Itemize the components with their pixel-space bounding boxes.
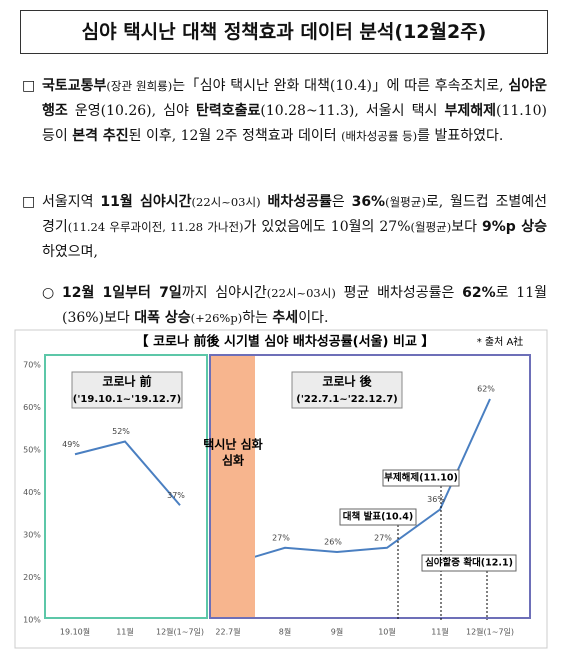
line: [227, 398, 491, 566]
value-label: 26%: [324, 538, 342, 547]
paragraph: □ 서울지역 11월 심야시간(22시~03시) 배차성공률은 36%(월평균)로…: [22, 190, 547, 265]
band: [211, 356, 255, 617]
period: ('22.7.1~'22.12.7): [296, 394, 397, 405]
text: 9%p 상승: [482, 219, 547, 235]
period-box: [71, 371, 183, 409]
text: 된 이후, 12월 2주 정책효과 데이터: [128, 128, 342, 144]
text: 이다.: [298, 310, 329, 326]
y-tick-label: 10%: [23, 616, 41, 625]
text: (22시~03시): [191, 195, 261, 209]
text: 보다: [451, 219, 482, 235]
value-label: 27%: [374, 533, 392, 542]
callout-box: [421, 554, 517, 572]
chart: 【 코로나 前後 시기별 심야 배차성공률(서울) 비교 】 * 출처 A社 코…: [14, 329, 548, 649]
source: * 출처 A社: [477, 335, 524, 348]
period: ('19.10.1~'19.12.7): [73, 394, 181, 405]
bullet: □: [22, 78, 36, 94]
x-tick-label: 9월: [331, 627, 343, 637]
chart-title: 【 코로나 前後 시기별 심야 배차성공률(서울) 비교 】: [136, 334, 435, 350]
text: 국토교통부: [42, 78, 107, 94]
paragraph: ○ 12월 1일부터 7일까지 심야시간(22시~03시) 평균 배차성공률은 6…: [42, 281, 548, 331]
y-tick-label: 40%: [23, 488, 41, 497]
text: 하는: [242, 310, 273, 326]
after-box: [209, 354, 531, 619]
text: 배차성공률: [267, 194, 332, 210]
period-title: 코로나 前: [102, 374, 151, 389]
x-tick-label: 10월: [378, 627, 396, 637]
x-tick-label: 11월: [116, 627, 134, 637]
paragraph: □ 국토교통부(장관 원희룡)는「심야 택시난 완화 대책(10.4)」에 따른 …: [22, 74, 548, 149]
text: 62%: [462, 285, 496, 301]
text: (+26%p): [190, 311, 243, 325]
text: 은: [331, 194, 352, 210]
x-tick-label: 12월(1~7일): [156, 627, 204, 637]
text: 본격 추진: [72, 128, 129, 144]
value-label: 52%: [112, 427, 130, 436]
period-box: [291, 371, 403, 409]
line: [74, 440, 181, 506]
x-tick-label: 19.10월: [60, 627, 90, 637]
text: 추세: [272, 310, 299, 326]
callout: 부제해제(11.10): [384, 472, 458, 484]
text: (10.28~11.3), 서울시 택시: [260, 103, 445, 119]
y-tick-label: 60%: [23, 403, 41, 412]
text: (장관 원희룡): [106, 79, 173, 93]
text: 는「심야 택시난 완화 대책(10.4)」에 따른 후속조치로,: [172, 78, 509, 94]
text: 12월 1일부터 7일: [62, 285, 182, 301]
y-tick-label: 50%: [23, 446, 41, 455]
chart-frame: [14, 329, 548, 649]
text: 평균 배차성공률은: [335, 285, 463, 301]
text: 운영(10.26), 심야: [67, 103, 197, 119]
title: 심야 택시난 대책 정책효과 데이터 분석(12월2주): [20, 10, 548, 54]
band-label: 택시난 심화: [203, 437, 262, 452]
text: 심야운행조: [42, 78, 548, 119]
x-tick-label: 11월: [431, 627, 449, 637]
text: 로 11월(36%)보다: [62, 285, 548, 326]
callout: 심야할증 확대(12.1): [425, 557, 513, 569]
text: (22시~03시): [266, 286, 336, 300]
text: 하였으며,: [42, 244, 98, 260]
x-tick-label: 12월(1~7일): [466, 627, 514, 637]
bullet: ○: [42, 285, 55, 301]
text: (배차성공률 등): [341, 129, 418, 143]
text: 탄력호출료: [196, 103, 261, 119]
value-label: 49%: [62, 440, 80, 449]
value-label: 37%: [167, 491, 185, 500]
text: (11.24 우루과이전, 11.28 가나전): [67, 220, 244, 234]
text: 부제해제: [444, 103, 496, 119]
value-label: 62%: [477, 385, 495, 394]
text: 36%: [351, 194, 386, 210]
y-tick-label: 20%: [23, 573, 41, 582]
callout: 대책 발표(10.4): [343, 511, 413, 523]
period-title: 코로나 後: [322, 374, 372, 389]
callout-box: [382, 469, 460, 487]
x-tick-label: 22.7월: [215, 627, 240, 637]
y-tick-label: 30%: [23, 531, 41, 540]
value-label: 36%: [427, 495, 445, 504]
text: 가 있었음에도 10월의 27%: [243, 219, 411, 235]
text: (11.10) 등이: [42, 103, 547, 144]
text: 를 발표하였다.: [417, 128, 504, 144]
y-tick-label: 70%: [23, 361, 41, 370]
x-tick-label: 8월: [279, 627, 291, 637]
bullet: □: [22, 194, 36, 210]
text: (월평균): [385, 195, 426, 209]
value-label: 27%: [272, 533, 290, 542]
text: 로, 월드컵 조별예선 경기: [42, 194, 547, 235]
text: 까지 심야시간: [181, 285, 267, 301]
callout-box: [339, 508, 417, 526]
text: 대폭 상승: [134, 310, 191, 326]
before-box: [44, 354, 208, 619]
band-label: 심화: [222, 453, 244, 468]
text: 서울지역: [42, 194, 101, 210]
text: (월평균): [410, 220, 452, 234]
text: 11월 심야시간: [100, 194, 192, 210]
